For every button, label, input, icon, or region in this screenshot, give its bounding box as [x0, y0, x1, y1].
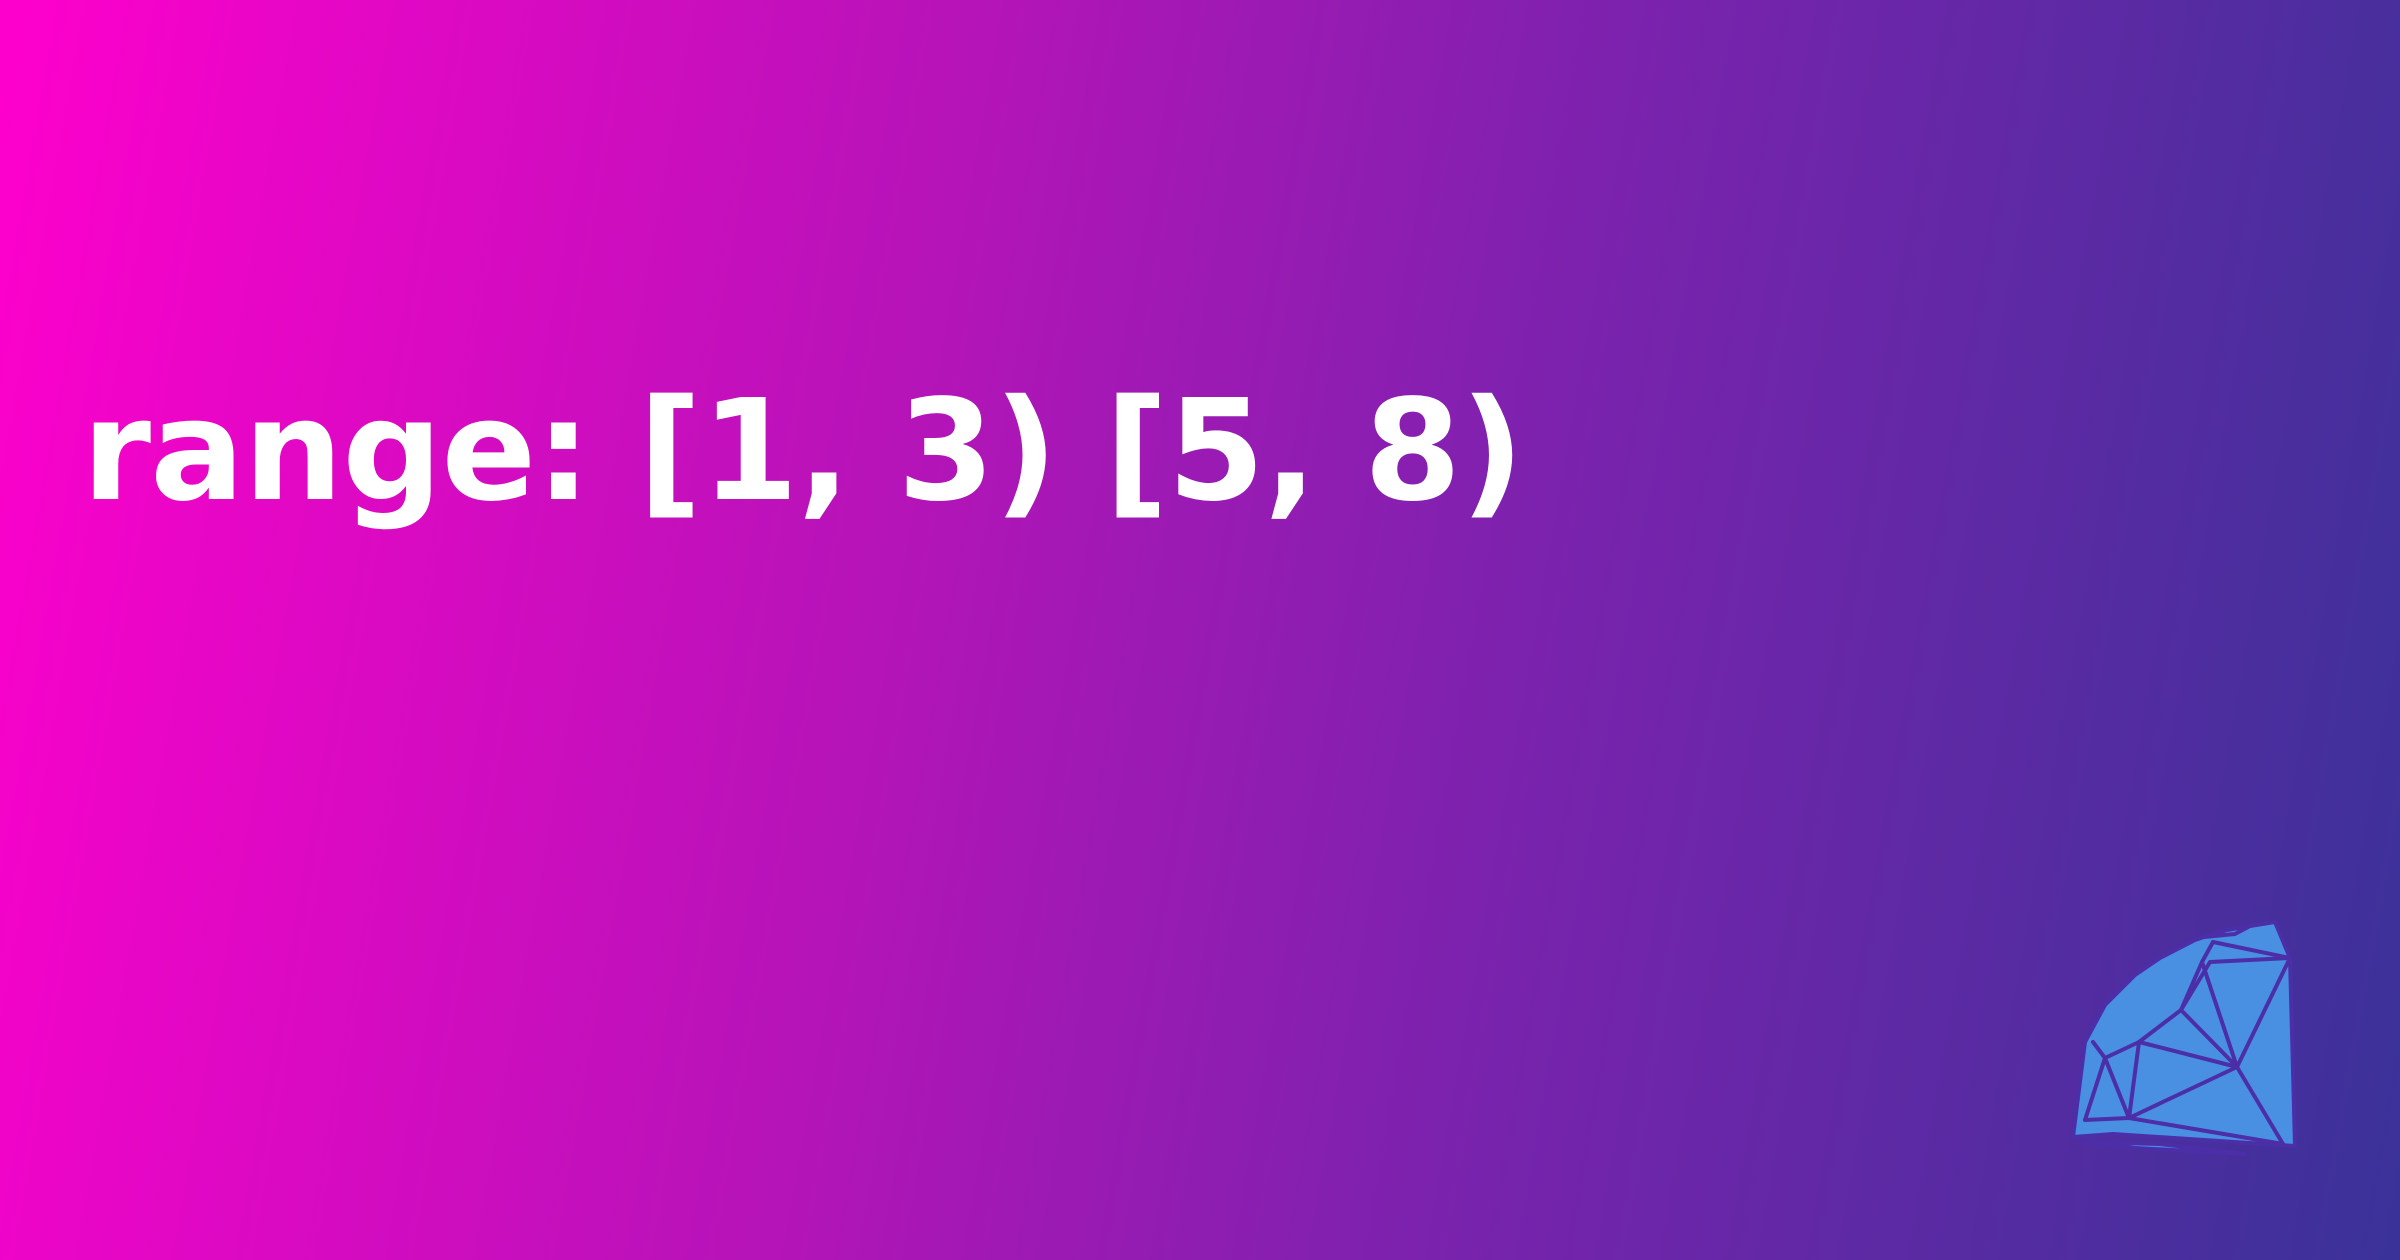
gem-facet-1 — [2091, 956, 2292, 1060]
gem-facet-8 — [2083, 1065, 2285, 1146]
gem-facet-7 — [2083, 1056, 2107, 1122]
gem-chip-top — [2202, 924, 2252, 939]
gem-facet-9 — [2127, 1116, 2285, 1146]
gem-body — [2071, 920, 2297, 1148]
gem-chip-bottom — [2083, 1140, 2247, 1156]
ruby-gem-icon — [2071, 920, 2297, 1156]
headline-text: range: [1, 3) [5, 8) — [82, 370, 1524, 533]
gem-facet-2 — [2211, 940, 2292, 960]
